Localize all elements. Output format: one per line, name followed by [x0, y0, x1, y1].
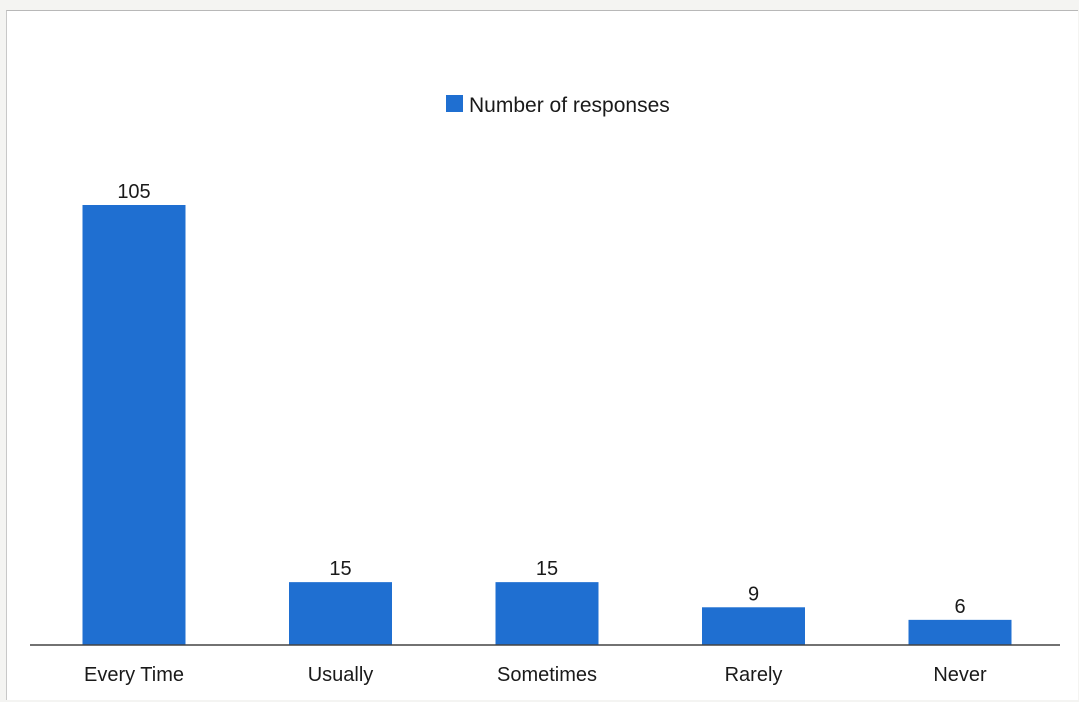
data-label-rarely: 9 — [748, 583, 759, 605]
x-tick-label-sometimes: Sometimes — [497, 664, 597, 686]
x-tick-label-rarely: Rarely — [725, 664, 783, 686]
bar-sometimes — [495, 582, 599, 645]
legend-label: Number of responses — [469, 94, 670, 117]
x-tick-labels-group: Every Time Usually Sometimes Rarely Never — [84, 664, 987, 686]
bar-every-time — [82, 205, 186, 645]
legend: Number of responses — [446, 94, 670, 117]
x-tick-label-every-time: Every Time — [84, 664, 184, 686]
bars-group — [82, 205, 1012, 645]
x-tick-label-usually: Usually — [308, 664, 374, 686]
bar-never — [908, 619, 1012, 645]
bar-usually — [289, 582, 392, 645]
bar-rarely — [702, 607, 805, 645]
x-tick-label-never: Never — [933, 664, 987, 686]
data-label-usually: 15 — [329, 558, 351, 580]
data-label-sometimes: 15 — [536, 558, 558, 580]
legend-swatch — [446, 95, 463, 112]
data-labels-group: 105 15 15 9 6 — [117, 181, 965, 618]
data-label-never: 6 — [954, 596, 965, 618]
data-label-every-time: 105 — [117, 181, 150, 203]
